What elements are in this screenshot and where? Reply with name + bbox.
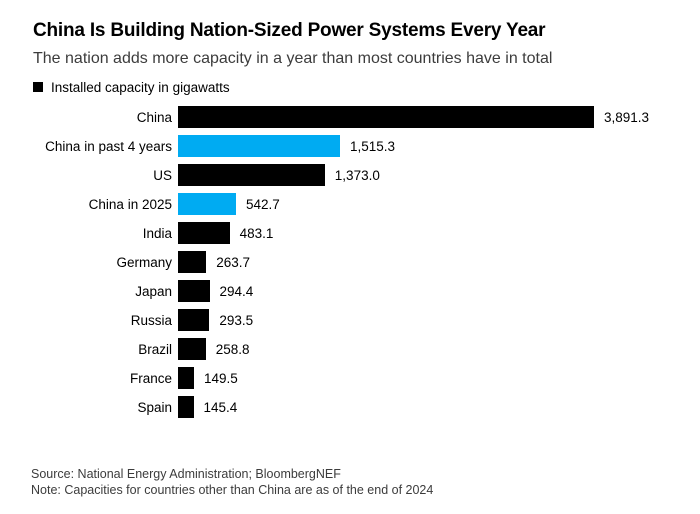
- category-label: India: [142, 225, 172, 241]
- legend-swatch-icon: [33, 82, 43, 92]
- bar-row: China 3,891.3: [33, 106, 676, 128]
- value-label: 3,891.3: [604, 109, 650, 125]
- legend: Installed capacity in gigawatts: [33, 79, 676, 95]
- value-label: 293.5: [219, 312, 254, 328]
- category-label: France: [129, 370, 172, 386]
- bar-chart: China 3,891.3 China in past 4 years 1,515.3…: [33, 106, 676, 418]
- bar: [178, 222, 230, 244]
- value-label: 294.4: [219, 283, 254, 299]
- category-label: Russia: [130, 312, 172, 328]
- bar-row: Germany 263.7: [33, 251, 676, 273]
- value-label: 149.5: [204, 370, 238, 386]
- value-label: 1,515.3: [350, 138, 396, 154]
- bar-row: Brazil 258.8: [33, 338, 676, 360]
- bar: [178, 135, 340, 157]
- bar-row: US 1,373.0: [33, 164, 676, 186]
- bar: [178, 367, 194, 389]
- category-label: Japan: [135, 283, 172, 299]
- chart-footer: Source: National Energy Administration; …: [31, 466, 433, 498]
- value-label: 1,373.0: [334, 167, 380, 183]
- bar: [178, 309, 210, 331]
- note-line: Note: Capacities for countries other tha…: [31, 483, 434, 497]
- bar-row: India 483.1: [33, 222, 676, 244]
- source-line: Source: National Energy Administration; …: [31, 467, 341, 481]
- value-label: 263.7: [216, 254, 250, 270]
- value-label: 483.1: [239, 225, 274, 241]
- bar: [178, 106, 594, 128]
- bar: [178, 164, 325, 186]
- category-label: US: [153, 167, 172, 183]
- chart-title: China Is Building Nation-Sized Power Sys…: [33, 20, 546, 41]
- bar-row: Japan 294.4: [33, 280, 676, 302]
- value-label: 542.7: [246, 196, 280, 212]
- bar: [178, 251, 207, 273]
- category-label: Brazil: [138, 341, 172, 357]
- bar: [178, 396, 194, 418]
- category-label: China: [136, 109, 172, 125]
- bar-row: Spain 145.4: [33, 396, 676, 418]
- bar-row: France 149.5: [33, 367, 676, 389]
- category-label: China in 2025: [88, 196, 172, 212]
- bar-row: Russia 293.5: [33, 309, 676, 331]
- bar-row: China in past 4 years 1,515.3: [33, 135, 676, 157]
- bar: [178, 193, 236, 215]
- category-label: China in past 4 years: [45, 138, 172, 154]
- category-label: Spain: [137, 399, 172, 415]
- legend-label: Installed capacity in gigawatts: [51, 79, 230, 95]
- value-label: 258.8: [215, 341, 250, 357]
- value-label: 145.4: [203, 399, 238, 415]
- bar-row: China in 2025 542.7: [33, 193, 676, 215]
- chart-subtitle: The nation adds more capacity in a year …: [33, 50, 553, 67]
- bar: [178, 280, 210, 302]
- bar: [178, 338, 206, 360]
- category-label: Germany: [116, 254, 172, 270]
